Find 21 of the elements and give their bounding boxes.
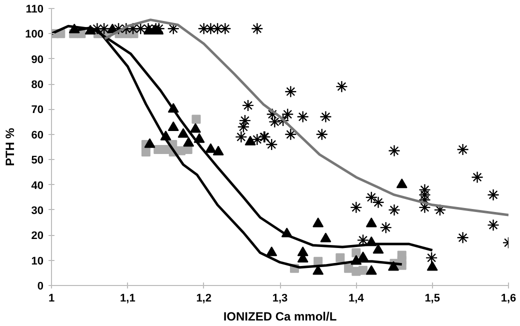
y-tick-label: 70: [31, 104, 44, 116]
x-tick-label: 1,3: [272, 292, 288, 304]
y-tick-label: 60: [31, 129, 44, 142]
y-tick-label: 80: [31, 79, 44, 92]
y-tick-label: 50: [31, 154, 44, 167]
x-tick-label: 1,6: [500, 292, 516, 304]
y-tick-label: 30: [31, 204, 44, 217]
y-axis-title: PTH %: [3, 128, 18, 166]
x-axis-title: IONIZED Ca mmol/L: [223, 310, 337, 324]
y-tick-label: 0: [37, 280, 44, 292]
x-tick-label: 1,1: [120, 292, 136, 304]
y-tick-label: 40: [31, 180, 44, 192]
y-tick-label: 110: [26, 4, 44, 16]
x-tick-label: 1,5: [424, 292, 440, 304]
y-tick-label: 20: [31, 230, 44, 242]
y-tick-label: 90: [31, 54, 44, 66]
x-tick-label: 1: [48, 292, 55, 304]
y-tick-label: 100: [25, 28, 44, 41]
y-tick-label: 10: [31, 255, 44, 268]
x-tick-label: 1,2: [196, 292, 212, 304]
x-tick-label: 1,4: [348, 292, 365, 304]
